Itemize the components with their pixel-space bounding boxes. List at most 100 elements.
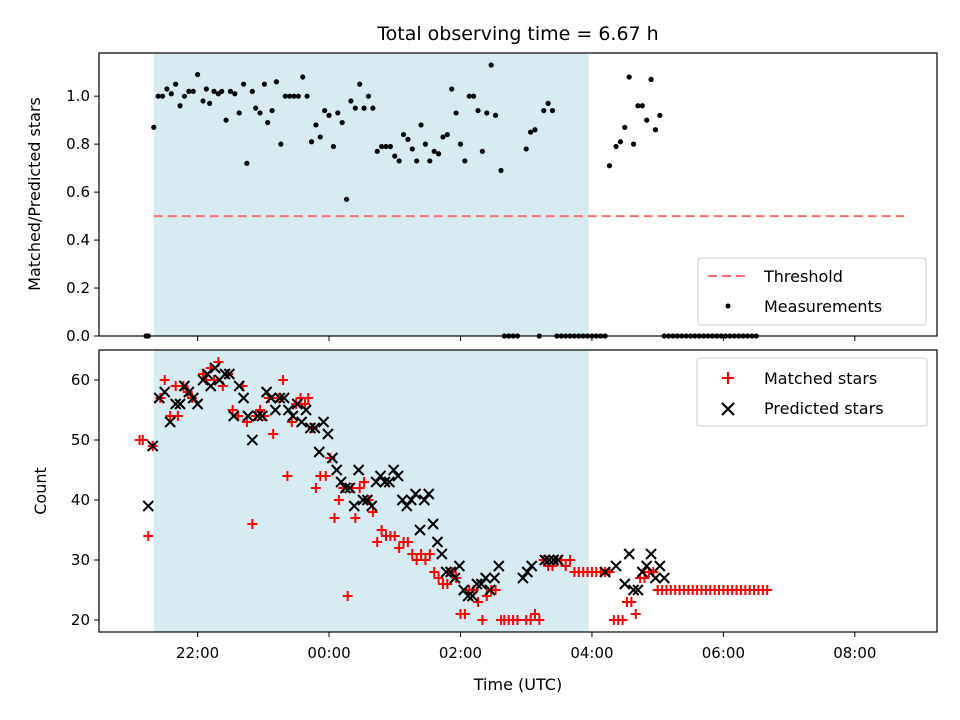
measurement-point — [240, 81, 247, 87]
bottom-y-ticks: 20 30 40 50 60 — [71, 371, 99, 629]
predicted-star-point — [543, 554, 555, 566]
x-tick-label: 04:00 — [570, 644, 613, 662]
measurement-point — [475, 107, 481, 114]
measurement-point — [523, 146, 529, 152]
measurement-point — [484, 110, 490, 116]
predicted-star-point — [361, 494, 374, 506]
matched-star-point — [617, 615, 628, 625]
matched-star-point — [529, 609, 540, 619]
predicted-star-point — [331, 464, 343, 476]
matched-star-point — [407, 549, 418, 559]
measurement-point — [304, 93, 310, 99]
measurement-point — [249, 88, 255, 94]
predicted-star-point — [191, 398, 204, 410]
matched-star-point — [565, 555, 576, 565]
predicted-star-point — [197, 374, 209, 386]
measurement-point — [479, 148, 485, 154]
predicted-star-point — [219, 368, 231, 380]
measurement-point — [374, 148, 380, 154]
predicted-star-point — [610, 560, 622, 572]
measurement-point — [300, 74, 306, 80]
matched-star-point — [159, 375, 170, 385]
predicted-star-point — [444, 566, 457, 578]
measurement-point — [317, 134, 323, 140]
measurement-point — [365, 93, 372, 99]
legend-matched-swatch — [722, 372, 734, 384]
measurement-point — [155, 93, 161, 99]
measurement-point — [207, 100, 213, 106]
measurement-point — [287, 93, 293, 99]
matched-star-point — [367, 507, 378, 517]
measurement-point — [361, 105, 367, 111]
matched-star-point — [416, 549, 427, 559]
predicted-star-point — [326, 452, 339, 464]
predicted-star-point — [265, 392, 277, 404]
matched-star-point — [525, 615, 536, 625]
measurement-point — [313, 122, 319, 128]
predicted-star-point — [539, 554, 551, 566]
measurement-points — [143, 62, 759, 339]
predicted-star-point — [427, 518, 439, 530]
measurement-point — [186, 88, 192, 94]
predicted-star-point — [484, 584, 496, 596]
predicted-star-point — [237, 392, 250, 404]
predicted-star-point — [322, 428, 334, 440]
bottom-y-axis-label: Count — [31, 467, 50, 515]
measurement-point — [308, 139, 315, 145]
measurement-point — [532, 127, 538, 133]
measurement-point — [269, 107, 275, 114]
matched-star-point — [389, 531, 400, 541]
matched-star-point — [359, 477, 370, 487]
legend-predicted-swatch — [721, 402, 735, 416]
measurement-point — [343, 196, 350, 202]
bottom-shaded-span — [153, 350, 589, 632]
measurement-point — [613, 143, 619, 150]
matched-star-point — [278, 375, 289, 385]
predicted-star-point — [352, 464, 365, 476]
predicted-star-point — [317, 416, 330, 428]
predicted-star-point — [274, 392, 286, 404]
bottom-axes-frame — [98, 349, 938, 633]
measurement-point — [396, 158, 402, 164]
count-points — [134, 357, 773, 625]
matched-star-point — [227, 405, 238, 415]
x-tick-label: 02:00 — [439, 644, 482, 662]
measurement-point — [498, 167, 504, 174]
predicted-star-point — [479, 572, 492, 584]
measurement-point — [227, 88, 234, 94]
predicted-star-point — [632, 584, 644, 596]
predicted-star-point — [619, 578, 631, 590]
matched-star-point — [143, 531, 154, 541]
measurement-point — [357, 81, 363, 87]
matched-star-point — [320, 471, 331, 481]
bottom-y-tick-label: 50 — [71, 431, 90, 449]
predicted-star-point — [246, 434, 259, 446]
predicted-star-point — [370, 476, 382, 488]
predicted-star-point — [636, 566, 649, 578]
measurement-point — [422, 141, 429, 147]
matched-star-point — [286, 417, 297, 427]
matched-star-point — [329, 513, 340, 523]
measurement-point — [427, 158, 433, 164]
top-y-tick-label: 0.2 — [66, 279, 90, 297]
top-legend: Threshold Measurements — [697, 257, 927, 326]
matched-star-point — [310, 483, 321, 493]
measurement-point — [257, 110, 263, 116]
measurement-point — [273, 79, 280, 85]
measurement-point — [326, 112, 332, 118]
measurement-point — [644, 117, 650, 123]
measurement-point — [453, 110, 459, 116]
predicted-star-point — [201, 368, 214, 380]
predicted-star-point — [209, 362, 221, 374]
predicted-star-point — [449, 572, 461, 584]
matched-star-point — [342, 591, 353, 601]
matched-star-point — [137, 435, 148, 445]
bottom-legend-box — [696, 357, 928, 427]
measurement-point — [164, 86, 170, 92]
x-tick-label: 08:00 — [833, 644, 876, 662]
measurement-point — [203, 86, 209, 92]
measurement-point — [457, 141, 464, 147]
legend-threshold-label: Threshold — [763, 267, 843, 286]
predicted-star-point — [379, 476, 391, 488]
